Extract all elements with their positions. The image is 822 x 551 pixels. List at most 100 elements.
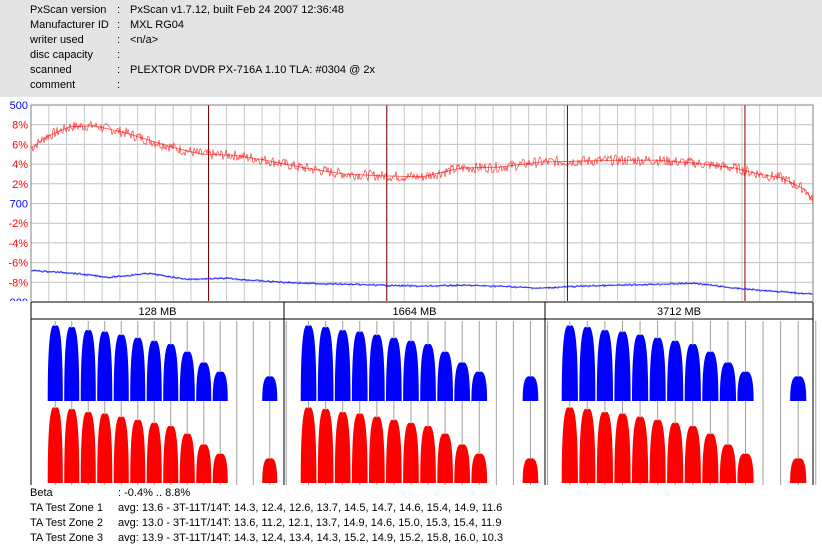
ta-peak — [212, 453, 228, 483]
ta-peak — [351, 413, 368, 483]
ta-peak — [64, 408, 80, 483]
ta-peak — [719, 444, 736, 483]
ta-peak — [684, 425, 701, 483]
y-tick-label: 500 — [10, 100, 28, 112]
ta-peak — [596, 411, 613, 483]
y-tick-label: 8% — [12, 120, 28, 132]
ta-peak — [471, 453, 488, 483]
ta-peak — [596, 329, 613, 401]
y-tick-label: 700 — [10, 199, 28, 211]
beta-jitter-chart: 500 8% 6% 4% 2% 700 -2% -4% -6% -8% 900 — [0, 97, 822, 304]
ta-peak — [47, 407, 63, 483]
ta-peak — [667, 422, 684, 483]
ta-peak — [163, 343, 179, 401]
ta-peak — [64, 326, 80, 401]
info-separator: : — [117, 49, 121, 61]
ta-peak — [179, 351, 195, 401]
ta-peak — [97, 331, 113, 401]
info-separator: : — [117, 19, 121, 31]
ta-peak — [300, 325, 317, 401]
info-row-manufacturer: Manufacturer ID : MXL RG04 — [0, 18, 822, 33]
ta-peak — [196, 362, 212, 401]
chart-series — [30, 120, 814, 296]
info-value: <n/a> — [130, 34, 159, 46]
info-separator: : — [117, 4, 121, 16]
ta-peak — [702, 433, 719, 483]
ta-peak — [179, 433, 195, 483]
beta-row: Beta : -0.4% .. 8.8% — [0, 486, 822, 501]
series-line — [30, 270, 814, 295]
ta-peak — [334, 329, 351, 401]
chart-background — [0, 97, 822, 304]
beta-label: Beta — [30, 487, 53, 499]
y-tick-label: 4% — [12, 159, 28, 171]
ta-zone-label: TA Test Zone 3 — [30, 532, 103, 544]
info-header: PxScan version : PxScan v1.7.12, built F… — [0, 0, 822, 97]
ta-peak — [130, 419, 146, 483]
ta-peak — [196, 444, 212, 483]
ta-zone-label: 128 MB — [139, 306, 177, 318]
ta-peak — [684, 343, 701, 401]
ta-peak — [454, 362, 470, 401]
ta-peak — [667, 340, 684, 401]
info-row-version: PxScan version : PxScan v1.7.12, built F… — [0, 3, 822, 18]
ta-peak — [522, 458, 539, 483]
ta-peak — [579, 326, 596, 401]
info-separator: : — [117, 79, 121, 91]
info-key: Manufacturer ID — [30, 19, 109, 31]
y-tick-label: -6% — [8, 258, 28, 270]
ta-peak — [262, 376, 278, 401]
ta-peak — [420, 343, 436, 401]
ta-peak — [113, 416, 129, 483]
ta-peak — [113, 334, 129, 401]
info-separator: : — [117, 34, 121, 46]
y-tick-label: -8% — [8, 277, 28, 289]
ta-peak — [80, 411, 96, 483]
info-key: scanned — [30, 64, 72, 76]
ta-peak — [403, 422, 419, 483]
ta-peak — [163, 425, 179, 483]
ta-zones: 128 MB 1664 MB 3712 MB — [30, 301, 817, 485]
ta-peak — [351, 331, 368, 401]
info-row-writer: writer used : <n/a> — [0, 33, 822, 48]
ta-peak — [790, 376, 807, 401]
ta-peak — [702, 351, 719, 401]
ta-peak — [561, 325, 578, 401]
beta-value: : -0.4% .. 8.8% — [118, 487, 191, 499]
ta-zone-value: avg: 13.0 - 3T-11T/14T: 13.6, 11.2, 12.1… — [118, 517, 502, 529]
ta-zone-label: 1664 MB — [392, 306, 436, 318]
y-tick-label: -2% — [8, 218, 28, 230]
ta-peak — [579, 408, 596, 483]
ta-peak — [614, 413, 631, 483]
ta-zone-label: 3712 MB — [657, 306, 701, 318]
ta-zone-row: TA Test Zone 3 avg: 13.9 - 3T-11T/14T: 1… — [0, 531, 822, 546]
y-tick-label: 2% — [12, 179, 28, 191]
ta-peak — [790, 458, 807, 483]
ta-peak — [212, 371, 228, 401]
ta-peak — [522, 376, 539, 401]
ta-peak — [130, 337, 146, 401]
series-line-noise — [30, 120, 814, 207]
ta-peak — [420, 425, 436, 483]
y-axis-labels: 500 8% 6% 4% 2% 700 -2% -4% -6% -8% 900 — [8, 100, 28, 304]
ta-peak — [146, 422, 162, 483]
ta-peak — [317, 326, 334, 401]
ta-peak — [146, 340, 162, 401]
ta-zone-value: avg: 13.9 - 3T-11T/14T: 14.3, 12.4, 13.4… — [118, 532, 504, 544]
ta-peak — [334, 411, 351, 483]
ta-peak — [614, 331, 631, 401]
info-key: writer used — [30, 34, 84, 46]
ta-peak — [386, 419, 402, 483]
ta-histogram-chart: 128 MB 1664 MB 3712 MB — [0, 301, 822, 486]
ta-zone-label: TA Test Zone 2 — [30, 517, 103, 529]
info-row-capacity: disc capacity : — [0, 48, 822, 63]
info-key: comment — [30, 79, 76, 91]
ta-peak — [403, 340, 419, 401]
ta-peak — [47, 325, 63, 401]
ta-peak — [97, 413, 113, 483]
ta-peak — [719, 362, 736, 401]
ta-zone-row: TA Test Zone 2 avg: 13.0 - 3T-11T/14T: 1… — [0, 516, 822, 531]
ta-peak — [454, 444, 470, 483]
info-row-scanned: scanned : PLEXTOR DVDR PX-716A 1.10 TLA:… — [0, 63, 822, 78]
y-tick-label: 900 — [10, 297, 28, 304]
